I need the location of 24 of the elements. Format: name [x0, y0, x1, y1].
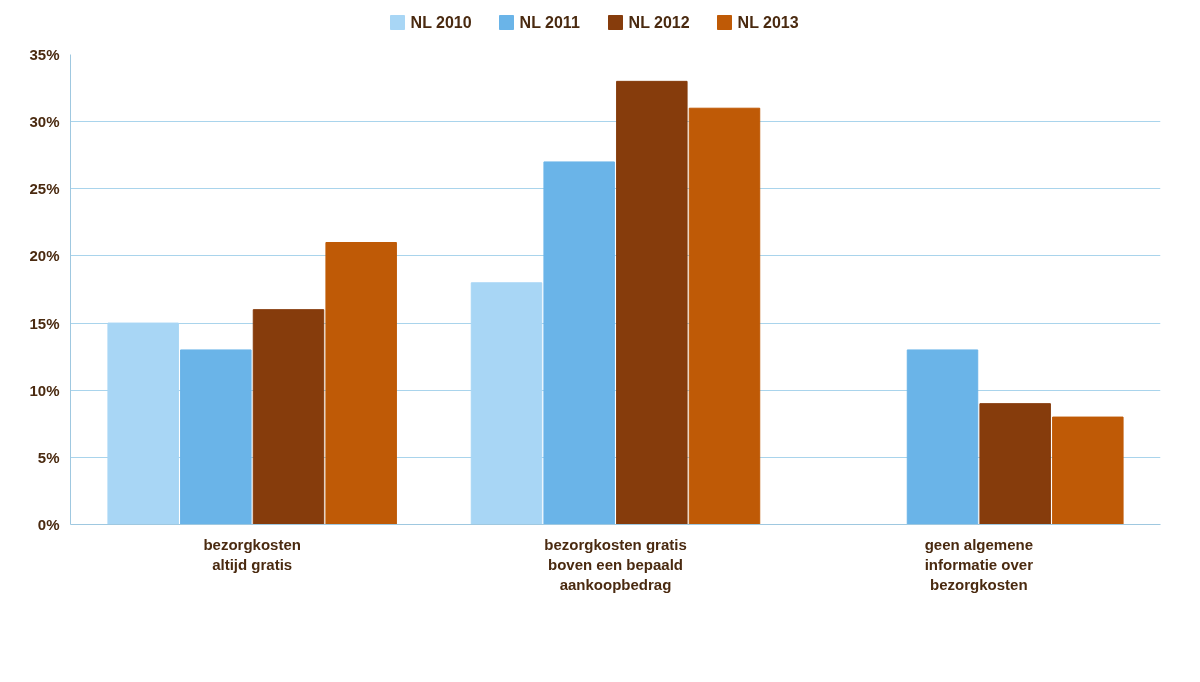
y-tick-label: 35% — [29, 46, 60, 63]
bar — [979, 403, 1051, 525]
y-tick-label: 0% — [37, 516, 60, 533]
bar — [906, 349, 979, 525]
x-tick-label: bezorgkosten gratis boven een bepaald aankoopbedrag — [544, 535, 687, 594]
bar — [325, 242, 397, 525]
bar — [688, 107, 761, 525]
y-tick-label: 10% — [29, 381, 60, 399]
legend-label: NL 2012 — [628, 14, 690, 31]
legend-label: NL 2013 — [737, 14, 799, 31]
bar — [252, 309, 325, 525]
bar — [543, 161, 615, 525]
legend-label: NL 2011 — [519, 14, 580, 31]
bar — [180, 349, 252, 525]
bar — [1052, 416, 1124, 525]
y-tick-label: 20% — [29, 247, 60, 265]
y-tick-label: 15% — [29, 314, 60, 332]
y-tick-label: 25% — [29, 180, 60, 198]
x-tick-label: bezorgkosten altijd gratis — [203, 535, 301, 573]
y-tick-label: 5% — [37, 448, 60, 466]
x-tick-label: geen algemene informatie over bezorgkosten — [924, 535, 1034, 594]
legend-label: NL 2010 — [410, 14, 472, 31]
bar — [616, 80, 688, 525]
y-tick-label: 30% — [29, 113, 60, 131]
